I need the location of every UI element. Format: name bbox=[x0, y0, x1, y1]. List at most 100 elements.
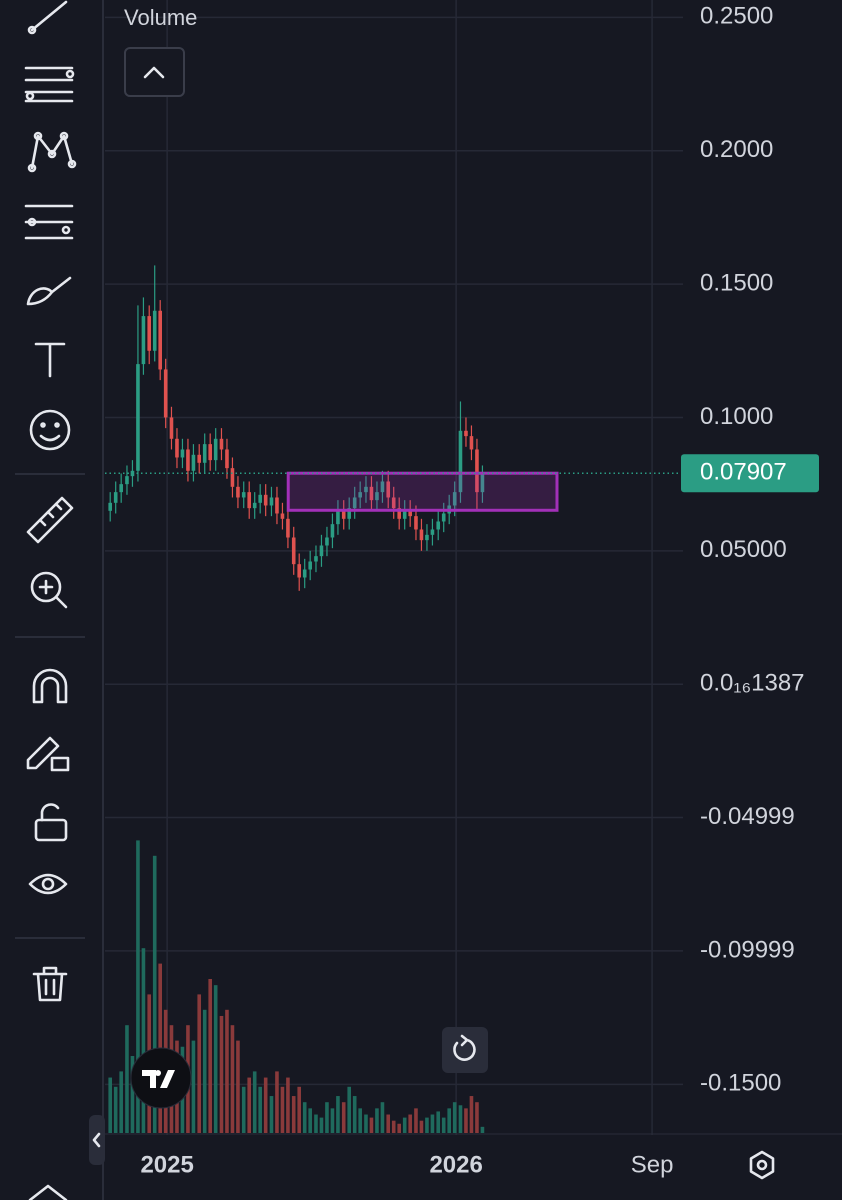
candle-body bbox=[314, 556, 318, 562]
visibility-tool[interactable] bbox=[28, 873, 68, 895]
candle-body bbox=[169, 417, 174, 439]
settings-dot bbox=[756, 1159, 768, 1171]
more-tools[interactable] bbox=[28, 1184, 68, 1200]
volume-bar bbox=[230, 1025, 235, 1133]
volume-bar bbox=[452, 1102, 457, 1133]
candle-body bbox=[275, 497, 279, 514]
volume-bar bbox=[308, 1108, 312, 1133]
magnet-tool[interactable] bbox=[32, 668, 68, 704]
zone-rectangle bbox=[286, 471, 559, 512]
candle-body bbox=[352, 497, 357, 509]
collapse-button[interactable] bbox=[124, 47, 185, 97]
brush-tool[interactable] bbox=[26, 276, 72, 306]
logo-mark bbox=[142, 1070, 175, 1088]
grid: 0.2500 0.2000 0.1500 0.1000 0.05000 0.0₁₆1387… bbox=[105, 0, 805, 1178]
candle-body bbox=[391, 497, 396, 509]
volume-bar bbox=[113, 1086, 118, 1133]
zoom-tool[interactable] bbox=[30, 571, 68, 609]
pattern-tool[interactable] bbox=[27, 131, 77, 173]
volume-bar bbox=[125, 1025, 129, 1133]
candle-body bbox=[397, 508, 402, 519]
volume-bar bbox=[352, 1096, 357, 1133]
volume-bar bbox=[130, 1056, 135, 1133]
collapse-arrow bbox=[92, 1132, 101, 1148]
tradingview-logo[interactable] bbox=[130, 1047, 192, 1109]
candle-body bbox=[319, 545, 324, 557]
y-tick-label: 0.2500 bbox=[700, 3, 773, 30]
y-tick-label: 0.1000 bbox=[700, 403, 773, 430]
x-tick-label: 2026 bbox=[429, 1151, 482, 1178]
volume-bar bbox=[397, 1123, 402, 1133]
y-tick-label: 0.2000 bbox=[700, 136, 773, 163]
lock-tool[interactable] bbox=[34, 803, 68, 842]
last-price-box bbox=[681, 454, 819, 493]
volume-bar bbox=[319, 1117, 324, 1133]
volume-bar bbox=[263, 1077, 268, 1133]
candle-body bbox=[258, 494, 262, 503]
candle-body bbox=[141, 316, 146, 365]
volume-bar bbox=[358, 1108, 362, 1133]
candle-body bbox=[236, 486, 240, 498]
volume-bar bbox=[391, 1120, 396, 1133]
candle-body bbox=[364, 486, 368, 493]
text-tool[interactable] bbox=[34, 342, 66, 378]
x-tick-label: 2025 bbox=[140, 1151, 193, 1178]
volume-bar bbox=[275, 1071, 279, 1133]
last-price-label: 0.07907 bbox=[700, 459, 787, 486]
candle-body bbox=[219, 438, 224, 450]
volume-bar bbox=[447, 1108, 451, 1133]
candles bbox=[108, 265, 485, 591]
lock-drawing-tool[interactable] bbox=[26, 736, 70, 772]
volume-bar bbox=[241, 1086, 246, 1133]
volume-bar bbox=[236, 1040, 240, 1133]
candle-body bbox=[330, 524, 335, 538]
y-tick-label: 0.1500 bbox=[700, 269, 773, 296]
candle-body bbox=[252, 502, 257, 509]
volume-bar bbox=[258, 1086, 262, 1133]
volume-bar bbox=[291, 1096, 296, 1133]
volume-bar bbox=[280, 1086, 285, 1133]
volume-bar bbox=[252, 1071, 257, 1133]
candle-body bbox=[425, 534, 429, 541]
ruler-tool[interactable] bbox=[26, 496, 74, 544]
candle-body bbox=[480, 473, 485, 493]
projection-tool[interactable] bbox=[24, 204, 74, 240]
collapse-tab[interactable] bbox=[89, 1115, 105, 1165]
volume-bar bbox=[197, 994, 202, 1133]
candle-body bbox=[208, 444, 212, 461]
candle-body bbox=[452, 492, 457, 506]
candle-body bbox=[458, 430, 463, 493]
delete-tool[interactable] bbox=[32, 966, 68, 1002]
toolbar bbox=[15, 0, 105, 1200]
volume-bar bbox=[213, 985, 218, 1133]
volume-bar bbox=[269, 1096, 274, 1133]
candle-body bbox=[197, 454, 202, 463]
volume-bar bbox=[208, 979, 212, 1133]
volume-bar bbox=[364, 1114, 368, 1133]
candle-body bbox=[191, 454, 196, 471]
settings-button[interactable] bbox=[749, 1150, 775, 1180]
reset-icon bbox=[453, 1034, 476, 1061]
volume-bar bbox=[108, 1077, 113, 1133]
candle-body bbox=[108, 502, 113, 511]
reset-button[interactable] bbox=[442, 1027, 488, 1073]
candle-body bbox=[464, 430, 468, 437]
candle-body bbox=[163, 369, 168, 418]
candle-body bbox=[347, 508, 352, 519]
volume-bar bbox=[119, 1071, 123, 1133]
candle-body bbox=[325, 537, 329, 546]
x-tick-label: Sep bbox=[631, 1151, 674, 1178]
candle-body bbox=[414, 516, 418, 530]
candle-body bbox=[119, 484, 123, 493]
candle-body bbox=[241, 492, 246, 498]
candle-body bbox=[475, 449, 479, 493]
volume-bar bbox=[441, 1117, 446, 1133]
trend-line-tool[interactable] bbox=[27, 0, 68, 35]
volume-bar bbox=[414, 1108, 418, 1133]
emoji-tool[interactable] bbox=[29, 409, 71, 451]
candle-body bbox=[152, 310, 157, 351]
volume-bar bbox=[386, 1114, 391, 1133]
volume-bar bbox=[336, 1096, 340, 1133]
fib-tool[interactable] bbox=[24, 66, 75, 103]
